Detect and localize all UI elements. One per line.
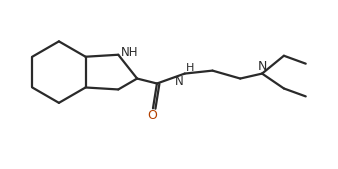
Text: N: N	[175, 75, 184, 88]
Text: H: H	[186, 63, 194, 73]
Text: NH: NH	[121, 46, 139, 59]
Text: N: N	[258, 60, 267, 73]
Text: O: O	[147, 109, 157, 122]
